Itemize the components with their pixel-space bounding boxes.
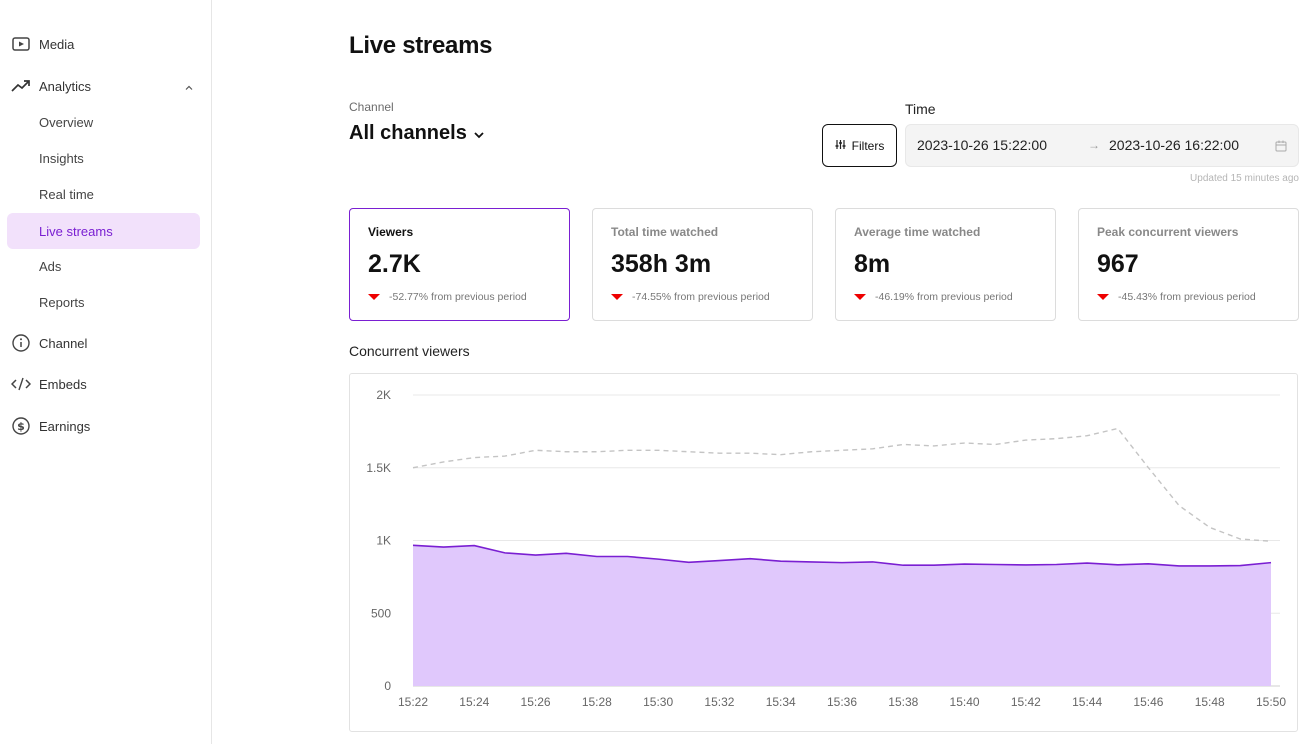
channel-label: Channel — [349, 100, 394, 114]
sidebar-item-embeds[interactable]: Embeds — [0, 369, 212, 399]
card-title: Viewers — [368, 225, 414, 239]
sidebar-subitem-overview[interactable]: Overview — [39, 114, 94, 130]
x-tick-label: 15:40 — [950, 695, 980, 709]
down-triangle-icon — [368, 294, 380, 300]
sliders-icon — [835, 139, 846, 153]
chevron-down-icon — [473, 122, 485, 145]
y-tick-label: 1K — [376, 534, 391, 548]
channel-dropdown[interactable]: All channels — [349, 122, 485, 145]
x-tick-label: 15:36 — [827, 695, 857, 709]
metric-card-peak-concurrent-viewers[interactable]: Peak concurrent viewers 967 -45.43% from… — [1078, 208, 1299, 321]
x-tick-label: 15:38 — [888, 695, 918, 709]
calendar-icon[interactable] — [1275, 139, 1287, 157]
card-value: 8m — [854, 250, 891, 278]
play-square-icon — [11, 34, 31, 54]
card-value: 967 — [1097, 250, 1139, 278]
current-period-line — [412, 544, 1272, 567]
sidebar-subitem-insights[interactable]: Insights — [39, 150, 84, 166]
x-tick-label: 15:22 — [398, 695, 428, 709]
chart-container — [349, 373, 1298, 732]
code-icon — [11, 374, 31, 394]
sidebar-subitem-reports[interactable]: Reports — [39, 294, 85, 310]
concurrent-viewers-chart: 0 500 1K 1.5K 2K 15:22 15:24 15:26 15:28 15:30 15:… — [366, 388, 1286, 709]
filters-button[interactable]: Filters — [822, 124, 897, 167]
dollar-circle-icon: $ — [11, 416, 31, 436]
card-delta: -45.43% from previous period — [1097, 291, 1256, 303]
down-triangle-icon — [611, 294, 623, 300]
x-tick-label: 15:44 — [1072, 695, 1102, 709]
sidebar-item-channel[interactable]: Channel — [0, 328, 212, 358]
previous-period-line — [412, 427, 1272, 542]
y-tick-label: 2K — [376, 388, 391, 402]
x-tick-label: 15:26 — [521, 695, 551, 709]
card-value: 358h 3m — [611, 250, 712, 278]
card-value: 2.7K — [368, 250, 421, 278]
sidebar-item-label: Analytics — [39, 78, 92, 94]
card-title: Average time watched — [854, 225, 981, 239]
sidebar-subitem-ads[interactable]: Ads — [39, 258, 62, 274]
metric-card-viewers[interactable]: Viewers 2.7K -52.77% from previous perio… — [349, 208, 570, 321]
card-delta: -74.55% from previous period — [611, 291, 770, 303]
page-title: Live streams — [349, 32, 493, 59]
down-triangle-icon — [1097, 294, 1109, 300]
info-circle-icon — [11, 333, 31, 353]
x-tick-label: 15:46 — [1133, 695, 1163, 709]
date-range-picker[interactable]: 2023-10-26 15:22:00 → 2023-10-26 16:22:0… — [905, 124, 1299, 167]
arrow-right-icon: → — [1088, 138, 1100, 152]
x-tick-label: 15:30 — [643, 695, 673, 709]
time-label: Time — [905, 101, 936, 117]
sidebar-item-label: Channel — [39, 335, 88, 351]
sidebar-item-analytics[interactable]: Analytics — [0, 71, 212, 101]
down-triangle-icon — [854, 294, 866, 300]
x-tick-label: 15:34 — [766, 695, 796, 709]
trending-up-icon — [11, 76, 31, 96]
sidebar-item-earnings[interactable]: $ Earnings — [0, 411, 212, 441]
sidebar: Media Analytics Overview Insights Real t… — [0, 0, 212, 744]
x-tick-label: 15:42 — [1011, 695, 1041, 709]
x-tick-label: 15:48 — [1195, 695, 1225, 709]
x-tick-label: 15:28 — [582, 695, 612, 709]
channel-value: All channels — [349, 122, 467, 144]
updated-timestamp: Updated 15 minutes ago — [1190, 173, 1299, 184]
chevron-up-icon[interactable] — [184, 79, 194, 94]
sidebar-subitem-real-time[interactable]: Real time — [39, 186, 94, 202]
card-title: Peak concurrent viewers — [1097, 225, 1239, 239]
svg-text:$: $ — [17, 420, 25, 433]
chart-title: Concurrent viewers — [349, 343, 470, 359]
y-tick-label: 0 — [384, 679, 391, 693]
end-date-input[interactable]: 2023-10-26 16:22:00 — [1109, 137, 1239, 153]
metric-card-total-time-watched[interactable]: Total time watched 358h 3m -74.55% from … — [592, 208, 813, 321]
current-period-area — [413, 545, 1271, 686]
y-tick-label: 500 — [371, 606, 391, 620]
sidebar-item-media[interactable]: Media — [0, 29, 212, 59]
sidebar-item-label: Media — [39, 36, 75, 52]
x-tick-label: 15:50 — [1256, 695, 1286, 709]
sidebar-item-label: Earnings — [39, 418, 91, 434]
start-date-input[interactable]: 2023-10-26 15:22:00 — [917, 137, 1047, 153]
y-tick-label: 1.5K — [366, 461, 391, 475]
metric-card-average-time-watched[interactable]: Average time watched 8m -46.19% from pre… — [835, 208, 1056, 321]
x-tick-label: 15:32 — [704, 695, 734, 709]
card-title: Total time watched — [611, 225, 719, 239]
sidebar-item-label: Embeds — [39, 376, 87, 392]
x-tick-label: 15:24 — [459, 695, 489, 709]
card-delta: -52.77% from previous period — [368, 291, 527, 303]
sidebar-subitem-live-streams[interactable]: Live streams — [7, 213, 200, 249]
card-delta: -46.19% from previous period — [854, 291, 1013, 303]
